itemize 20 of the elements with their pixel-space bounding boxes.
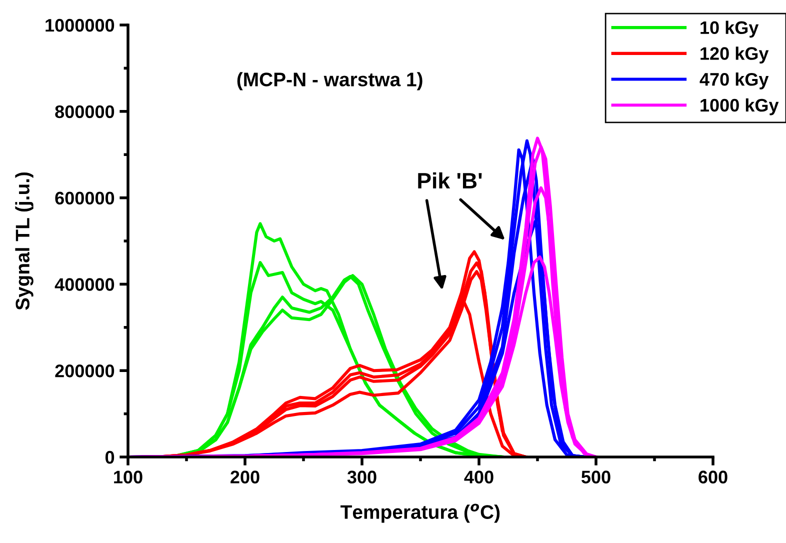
y-tick-label: 600000 [55,192,114,205]
y-tick-label: 400000 [54,278,114,291]
x-tick-label: 600 [698,470,728,484]
y-tick-label: 0 [105,450,114,464]
legend-label: 470 kGy [700,72,769,90]
legend-label: 10 kGy [700,20,759,38]
legend-label: 120 kGy [700,46,769,64]
y-tick-label: 800000 [55,105,114,118]
x-tick-label: 100 [114,470,142,484]
x-tick-label: 200 [230,470,260,484]
x-tick-label: 300 [347,470,376,484]
y-axis-title: Sygnal TL (j.u.) [15,172,34,310]
legend-label: 1000 kGy [700,98,779,116]
x-tick-label: 500 [581,470,610,484]
annotation: (MCP-N - warstwa 1) [237,72,422,90]
y-tick-label: 200000 [55,364,114,378]
x-axis-title: Temperatura ($^{o}$C) [340,504,500,523]
annotation: Pik 'B' [418,172,482,188]
x-tick-label: 400 [464,470,494,484]
y-tick-label: 1000000 [46,18,114,32]
